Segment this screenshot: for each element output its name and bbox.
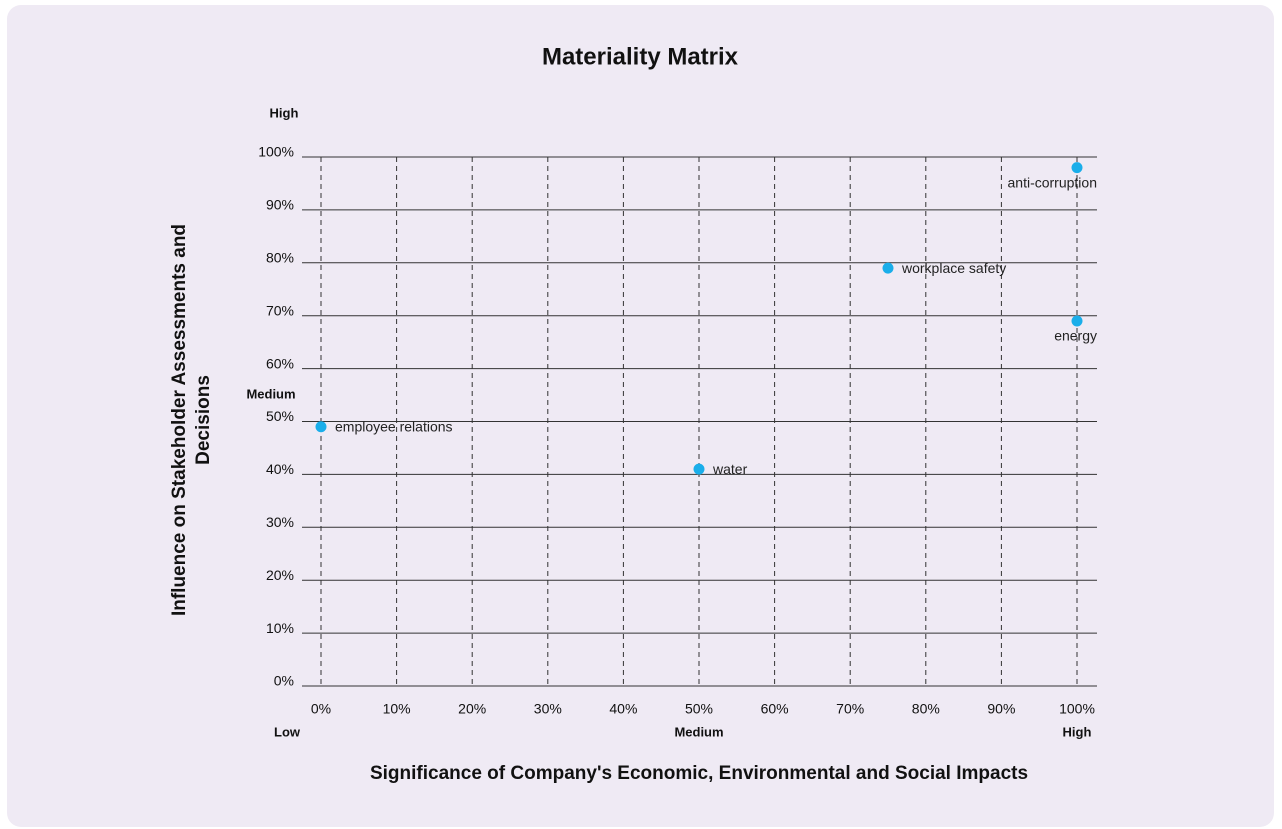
x-tick-label: 30%	[534, 701, 562, 717]
point	[1071, 315, 1083, 327]
y-axis-label: Decisions	[193, 375, 214, 465]
point-label: water	[712, 461, 748, 477]
x-level-label: Medium	[674, 724, 723, 739]
x-tick-label: 10%	[383, 701, 411, 717]
y-tick-label: 50%	[266, 408, 294, 424]
point-label: energy	[1054, 328, 1097, 344]
point	[693, 463, 705, 475]
point	[1071, 162, 1083, 174]
y-tick-label: 90%	[266, 197, 294, 213]
x-tick-label: 90%	[987, 701, 1015, 717]
y-tick-label: 40%	[266, 461, 294, 477]
y-tick-label: 20%	[266, 567, 294, 583]
point-label: workplace safety	[901, 260, 1006, 276]
chart-title: Materiality Matrix	[542, 43, 739, 70]
y-tick-label: 0%	[274, 673, 294, 689]
x-level-label: Low	[274, 724, 301, 739]
point-label: employee relations	[335, 418, 453, 434]
card	[7, 5, 1274, 827]
y-tick-label: 60%	[266, 355, 294, 371]
x-tick-label: 20%	[458, 701, 486, 717]
y-tick-label: 80%	[266, 250, 294, 266]
x-level-label: High	[1063, 724, 1092, 739]
point-label: anti-corruption	[1008, 174, 1098, 190]
x-tick-label: 80%	[912, 701, 940, 717]
y-level-label: Medium	[246, 386, 295, 401]
x-tick-label: 60%	[761, 701, 789, 717]
x-tick-label: 100%	[1059, 701, 1095, 717]
x-tick-label: 40%	[609, 701, 637, 717]
y-tick-label: 30%	[266, 514, 294, 530]
x-tick-label: 0%	[311, 701, 331, 717]
point	[315, 421, 327, 433]
y-level-label: High	[270, 105, 299, 120]
y-tick-label: 10%	[266, 620, 294, 636]
y-tick-label: 100%	[258, 144, 294, 160]
point	[882, 262, 894, 274]
y-axis-label: Influence on Stakeholder Assessments and	[169, 224, 190, 616]
x-tick-label: 50%	[685, 701, 713, 717]
x-tick-label: 70%	[836, 701, 864, 717]
y-tick-label: 70%	[266, 302, 294, 318]
x-axis-label: Significance of Company's Economic, Envi…	[370, 763, 1028, 784]
